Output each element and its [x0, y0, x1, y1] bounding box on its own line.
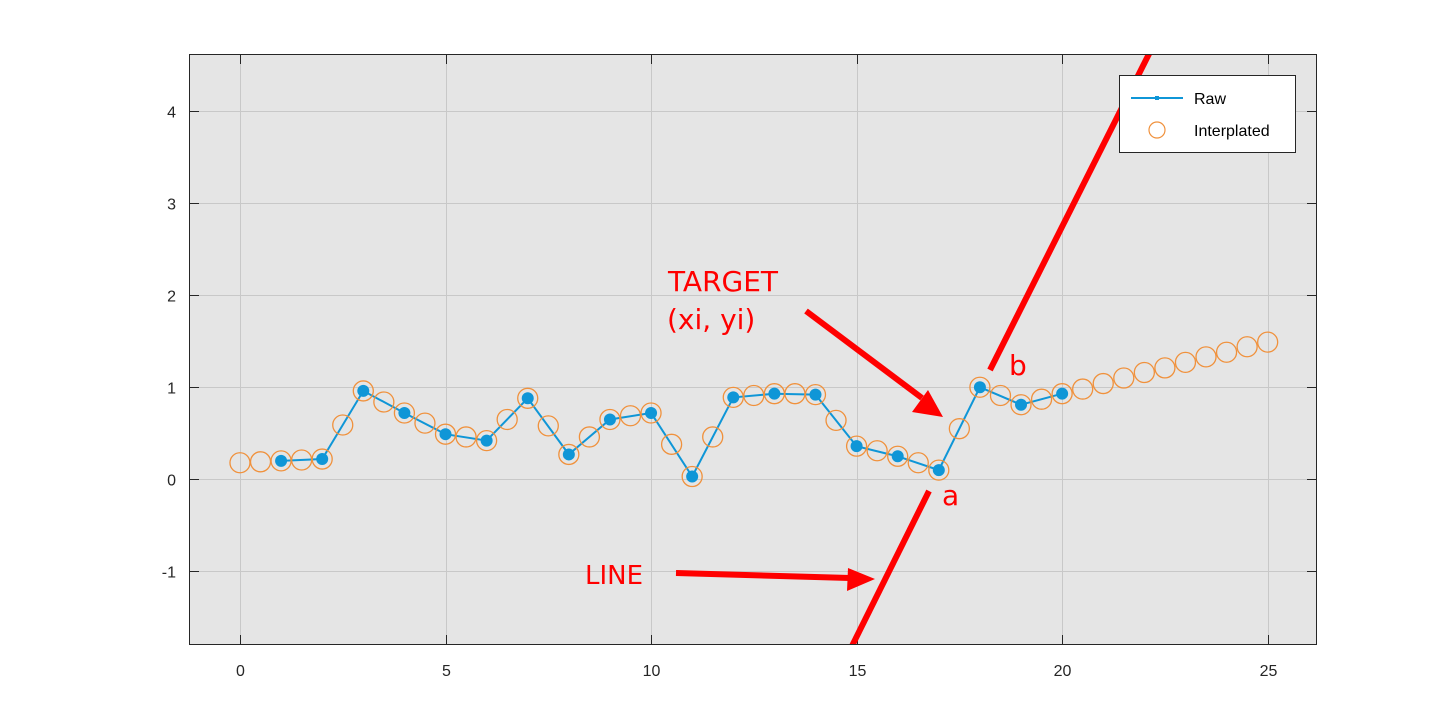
interplated-point [352, 380, 374, 402]
annotation-line-lower [849, 489, 932, 645]
y-tick-label: 1 [167, 381, 176, 398]
raw-line [281, 385, 1063, 479]
interplated-point [619, 405, 642, 427]
line-arrow [675, 568, 875, 591]
interplated-point [1113, 367, 1135, 389]
raw-point [891, 450, 904, 463]
interplated-point [475, 429, 498, 452]
legend-interp-label: Interplated [1194, 123, 1270, 140]
interplated-point [1133, 361, 1155, 384]
interplated-point [1051, 383, 1073, 405]
interplated-point [496, 408, 518, 431]
legend-raw-label: Raw [1194, 91, 1226, 108]
interplated-point [660, 433, 683, 455]
interplated-point [907, 452, 929, 474]
interplated-point [1195, 346, 1217, 368]
raw-point [1015, 398, 1028, 411]
annotation-line-label: LINE [585, 561, 643, 591]
raw-point [973, 381, 986, 394]
y-tick-label: 2 [167, 289, 176, 306]
x-tick-label: 25 [1260, 663, 1278, 680]
interplated-point [989, 384, 1012, 407]
y-tick-label: 3 [167, 197, 176, 214]
legend-interp-circle-icon [1148, 121, 1166, 139]
interplated-point [1236, 336, 1258, 358]
legend-raw-marker-icon [1155, 96, 1159, 100]
annotation-point-b: b [1009, 349, 1027, 382]
raw-point [1056, 387, 1069, 400]
x-tick-label: 5 [442, 663, 451, 680]
x-tick-label: 10 [643, 663, 661, 680]
interplated-point [373, 391, 395, 413]
interplated-point [1215, 341, 1238, 363]
x-tick-label: 15 [849, 663, 867, 680]
raw-point [521, 392, 534, 405]
interplated-point [928, 459, 950, 481]
raw-point [398, 407, 411, 420]
interplated-point [640, 402, 662, 424]
interplated-point [702, 426, 724, 448]
raw-point [809, 388, 822, 401]
raw-point [603, 413, 616, 426]
interplated-point [845, 435, 868, 457]
interplated-point [1174, 351, 1197, 374]
axes-box [189, 54, 1317, 645]
raw-point [275, 454, 288, 467]
raw-point [357, 384, 370, 397]
y-tick-label: 0 [167, 473, 176, 490]
raw-point [562, 448, 575, 461]
interplated-point [804, 383, 827, 406]
target-arrow [804, 308, 943, 417]
interplated-point [825, 409, 847, 432]
raw-point [686, 470, 699, 483]
raw-point [316, 453, 329, 466]
raw-series [275, 381, 1069, 483]
interplated-point [1010, 394, 1032, 416]
raw-point [645, 407, 658, 420]
interplated-point [681, 465, 703, 488]
grid-lines [189, 54, 1317, 645]
interplated-point [948, 418, 971, 440]
interplated-point [1072, 378, 1094, 400]
interplated-point [722, 386, 744, 409]
x-axis-tick-labels: 0 5 10 15 20 25 [236, 663, 1277, 680]
interplated-point [1257, 331, 1279, 353]
interplated-point [517, 387, 539, 409]
interplated-point [455, 426, 477, 448]
interplated-point [537, 415, 559, 437]
interplated-point [887, 445, 909, 467]
annotation-point-a: a [942, 479, 959, 512]
interplated-point [393, 402, 416, 424]
interplated-point [969, 376, 991, 398]
interplated-point [332, 414, 354, 436]
interplated-point [578, 426, 601, 448]
annotation-target-coords: (xi, yi) [667, 303, 755, 336]
raw-point [480, 434, 493, 447]
x-tick-label: 0 [236, 663, 245, 680]
interplated-point [599, 408, 621, 431]
interplated-point [866, 440, 888, 462]
interplated-point [1030, 388, 1053, 410]
interplated-point [558, 443, 580, 466]
raw-point [768, 387, 781, 400]
interplated-point [1092, 372, 1114, 395]
interplated-point [311, 448, 333, 470]
raw-point [727, 391, 740, 404]
y-tick-label: 4 [167, 105, 176, 122]
legend: Raw Interplated [1119, 75, 1296, 153]
interplated-point [743, 384, 765, 407]
y-axis-tick-labels: -1 0 1 2 3 4 [162, 105, 176, 582]
annotation-target-label: TARGET [667, 265, 779, 298]
y-tick-label: -1 [162, 565, 176, 582]
x-tick-label: 20 [1054, 663, 1072, 680]
interplated-point [414, 412, 436, 434]
interplated-series [229, 331, 1279, 488]
interplated-point [434, 423, 457, 445]
raw-point [439, 428, 452, 441]
raw-point [850, 440, 863, 453]
interplated-point [1154, 357, 1176, 379]
raw-point [932, 464, 945, 477]
